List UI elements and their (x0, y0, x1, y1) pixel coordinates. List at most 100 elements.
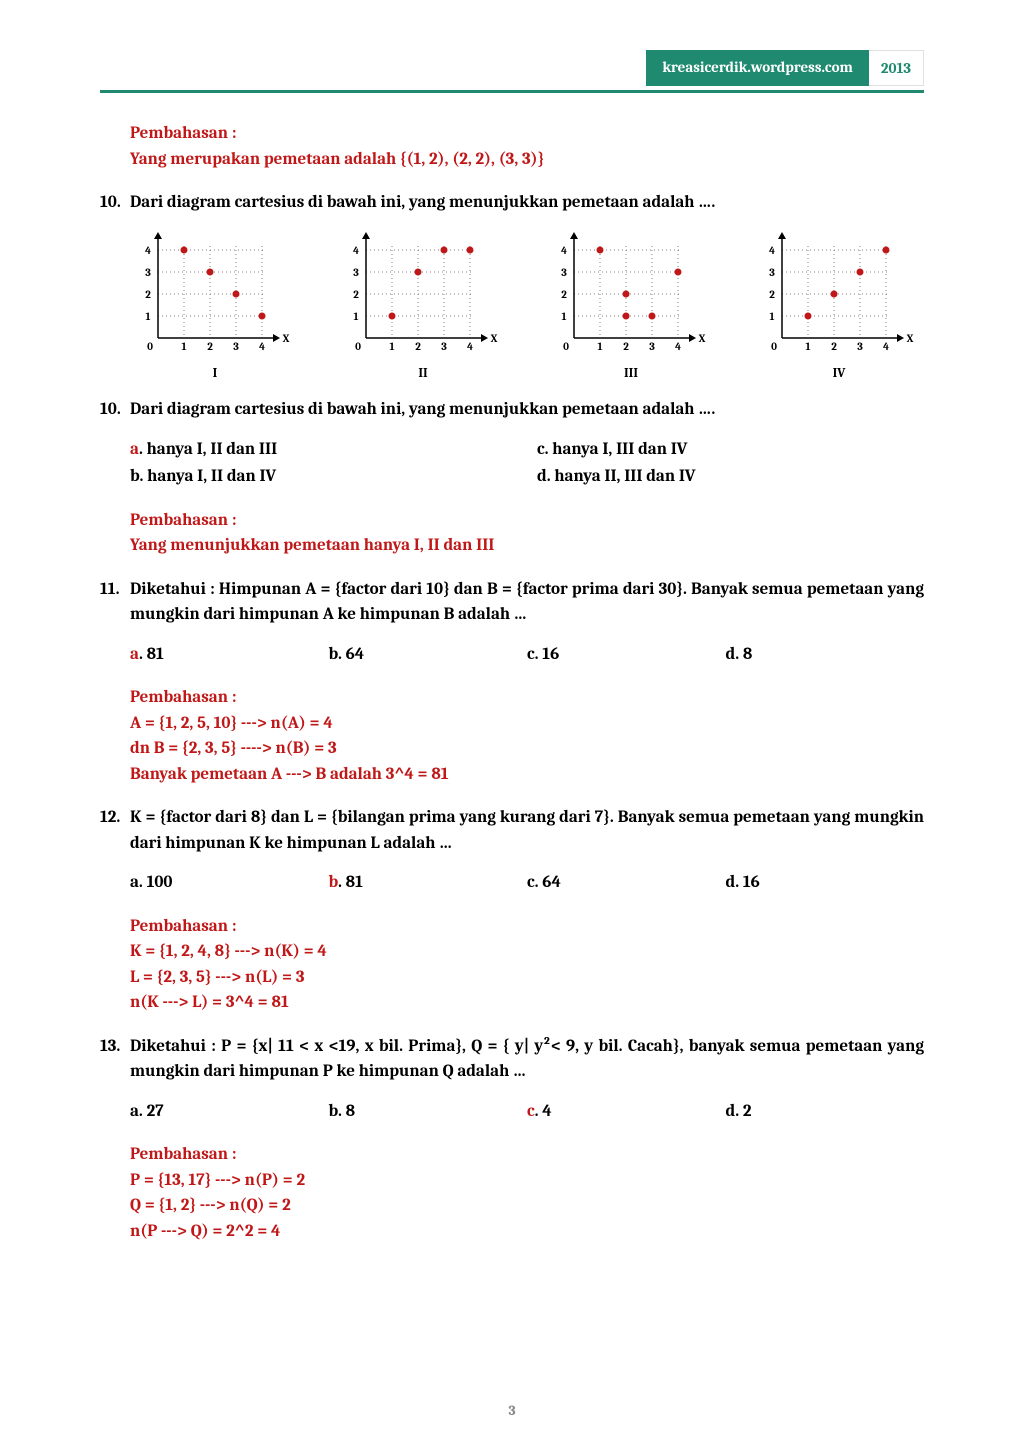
page-header: kreasicerdik.wordpress.com 2013 (100, 50, 924, 86)
svg-text:3: 3 (857, 340, 863, 353)
option-d: d. 16 (726, 870, 925, 896)
svg-text:X: X (491, 332, 498, 345)
svg-text:4: 4 (259, 340, 265, 353)
svg-text:3: 3 (561, 266, 567, 279)
options-10: a. hanya I, II dan III c. hanya I, III d… (130, 437, 924, 490)
svg-text:1: 1 (597, 340, 602, 353)
svg-text:2: 2 (353, 288, 359, 301)
chart-cell: XY012341234II (338, 230, 508, 384)
option-c: c. hanya I, III dan IV (537, 437, 924, 463)
cartesius-chart: XY012341234 (130, 230, 300, 360)
option-letter: a (130, 440, 139, 459)
svg-text:X: X (907, 332, 914, 345)
svg-text:4: 4 (883, 340, 889, 353)
discussion-10: Pembahasan : Yang menunjukkan pemetaan h… (130, 508, 924, 559)
cartesius-chart: XY012341234 (754, 230, 924, 360)
discussion-text: Yang menunjukkan pemetaan hanya I, II da… (130, 533, 924, 559)
svg-text:4: 4 (353, 244, 359, 257)
option-c: c. 4 (527, 1099, 726, 1125)
header-year: 2013 (869, 50, 924, 86)
chart-label: II (418, 364, 427, 384)
option-c: c. 64 (527, 870, 726, 896)
option-a: a. 100 (130, 870, 329, 896)
question-text: Dari diagram cartesius di bawah ini, yan… (130, 190, 924, 216)
svg-text:2: 2 (769, 288, 775, 301)
option-a: a. 27 (130, 1099, 329, 1125)
page-number: 3 (0, 1402, 1024, 1419)
option-letter: c (527, 1102, 535, 1121)
discussion-text: Yang merupakan pemetaan adalah {(1, 2), … (130, 147, 924, 173)
chart-cell: XY012341234I (130, 230, 300, 384)
svg-text:0: 0 (771, 340, 777, 353)
option-letter: a (130, 645, 139, 664)
options-13: a. 27 b. 8 c. 4 d. 2 (130, 1099, 924, 1125)
svg-text:Y: Y (156, 230, 164, 231)
discussion-text: n(K ---> L) = 3^4 = 81 (130, 990, 924, 1016)
question-text: Diketahui : P = {x| 11 < x <19, x bil. P… (130, 1034, 924, 1085)
chart-label: III (624, 364, 638, 384)
option-b: b. 8 (329, 1099, 528, 1125)
svg-text:1: 1 (769, 310, 774, 323)
discussion-text: A = {1, 2, 5, 10} ---> n(A) = 4 (130, 711, 924, 737)
svg-text:0: 0 (355, 340, 361, 353)
svg-text:3: 3 (441, 340, 447, 353)
option-b: b. 64 (329, 642, 528, 668)
svg-text:1: 1 (181, 340, 186, 353)
option-b: b. 81 (329, 870, 528, 896)
discussion-text: P = {13, 17} ---> n(P) = 2 (130, 1168, 924, 1194)
svg-text:4: 4 (561, 244, 567, 257)
question-10: 10. Dari diagram cartesius di bawah ini,… (100, 190, 924, 216)
options-12: a. 100 b. 81 c. 64 d. 16 (130, 870, 924, 896)
option-letter: b (329, 873, 339, 892)
svg-text:4: 4 (145, 244, 151, 257)
options-11: a. 81 b. 64 c. 16 d. 8 (130, 642, 924, 668)
discussion-text: K = {1, 2, 4, 8} ---> n(K) = 4 (130, 939, 924, 965)
svg-text:0: 0 (563, 340, 569, 353)
svg-text:Y: Y (780, 230, 788, 231)
cartesius-charts: XY012341234IXY012341234IIXY012341234IIIX… (130, 230, 924, 384)
svg-text:4: 4 (467, 340, 473, 353)
svg-text:3: 3 (769, 266, 775, 279)
svg-text:0: 0 (147, 340, 153, 353)
question-number: 10. (100, 190, 130, 216)
chart-label: IV (833, 364, 846, 384)
svg-text:1: 1 (805, 340, 810, 353)
svg-text:2: 2 (207, 340, 213, 353)
discussion-9: Pembahasan : Yang merupakan pemetaan ada… (130, 121, 924, 172)
page-container: kreasicerdik.wordpress.com 2013 Pembahas… (0, 0, 1024, 1302)
question-number: 12. (100, 805, 130, 856)
question-text: Diketahui : Himpunan A = {factor dari 10… (130, 577, 924, 628)
option-d: d. 8 (726, 642, 925, 668)
svg-text:3: 3 (145, 266, 151, 279)
header-site-name: kreasicerdik.wordpress.com (646, 50, 869, 86)
discussion-label: Pembahasan : (130, 914, 924, 940)
option-c: c. 16 (527, 642, 726, 668)
svg-text:1: 1 (389, 340, 394, 353)
discussion-text: L = {2, 3, 5} ---> n(L) = 3 (130, 965, 924, 991)
discussion-text: dn B = {2, 3, 5} ----> n(B) = 3 (130, 736, 924, 762)
chart-label: I (213, 364, 218, 384)
discussion-text: n(P ---> Q) = 2^2 = 4 (130, 1219, 924, 1245)
svg-text:X: X (699, 332, 706, 345)
question-11: 11. Diketahui : Himpunan A = {factor dar… (100, 577, 924, 628)
svg-text:1: 1 (353, 310, 358, 323)
question-number: 11. (100, 577, 130, 628)
option-d: d. 2 (726, 1099, 925, 1125)
discussion-text: Banyak pemetaan A ---> B adalah 3^4 = 81 (130, 762, 924, 788)
svg-text:Y: Y (364, 230, 372, 231)
svg-text:X: X (283, 332, 290, 345)
discussion-13: Pembahasan : P = {13, 17} ---> n(P) = 2 … (130, 1142, 924, 1244)
option-a: a. 81 (130, 642, 329, 668)
chart-cell: XY012341234IV (754, 230, 924, 384)
svg-text:2: 2 (561, 288, 567, 301)
svg-text:1: 1 (561, 310, 566, 323)
discussion-11: Pembahasan : A = {1, 2, 5, 10} ---> n(A)… (130, 685, 924, 787)
question-text: Dari diagram cartesius di bawah ini, yan… (130, 397, 924, 423)
chart-cell: XY012341234III (546, 230, 716, 384)
header-rule (100, 90, 924, 93)
discussion-12: Pembahasan : K = {1, 2, 4, 8} ---> n(K) … (130, 914, 924, 1016)
option-text: . hanya I, II dan III (139, 440, 277, 459)
question-text: K = {factor dari 8} dan L = {bilangan pr… (130, 805, 924, 856)
question-10-repeat: 10. Dari diagram cartesius di bawah ini,… (100, 397, 924, 423)
option-b: b. hanya I, II dan IV (130, 464, 517, 490)
